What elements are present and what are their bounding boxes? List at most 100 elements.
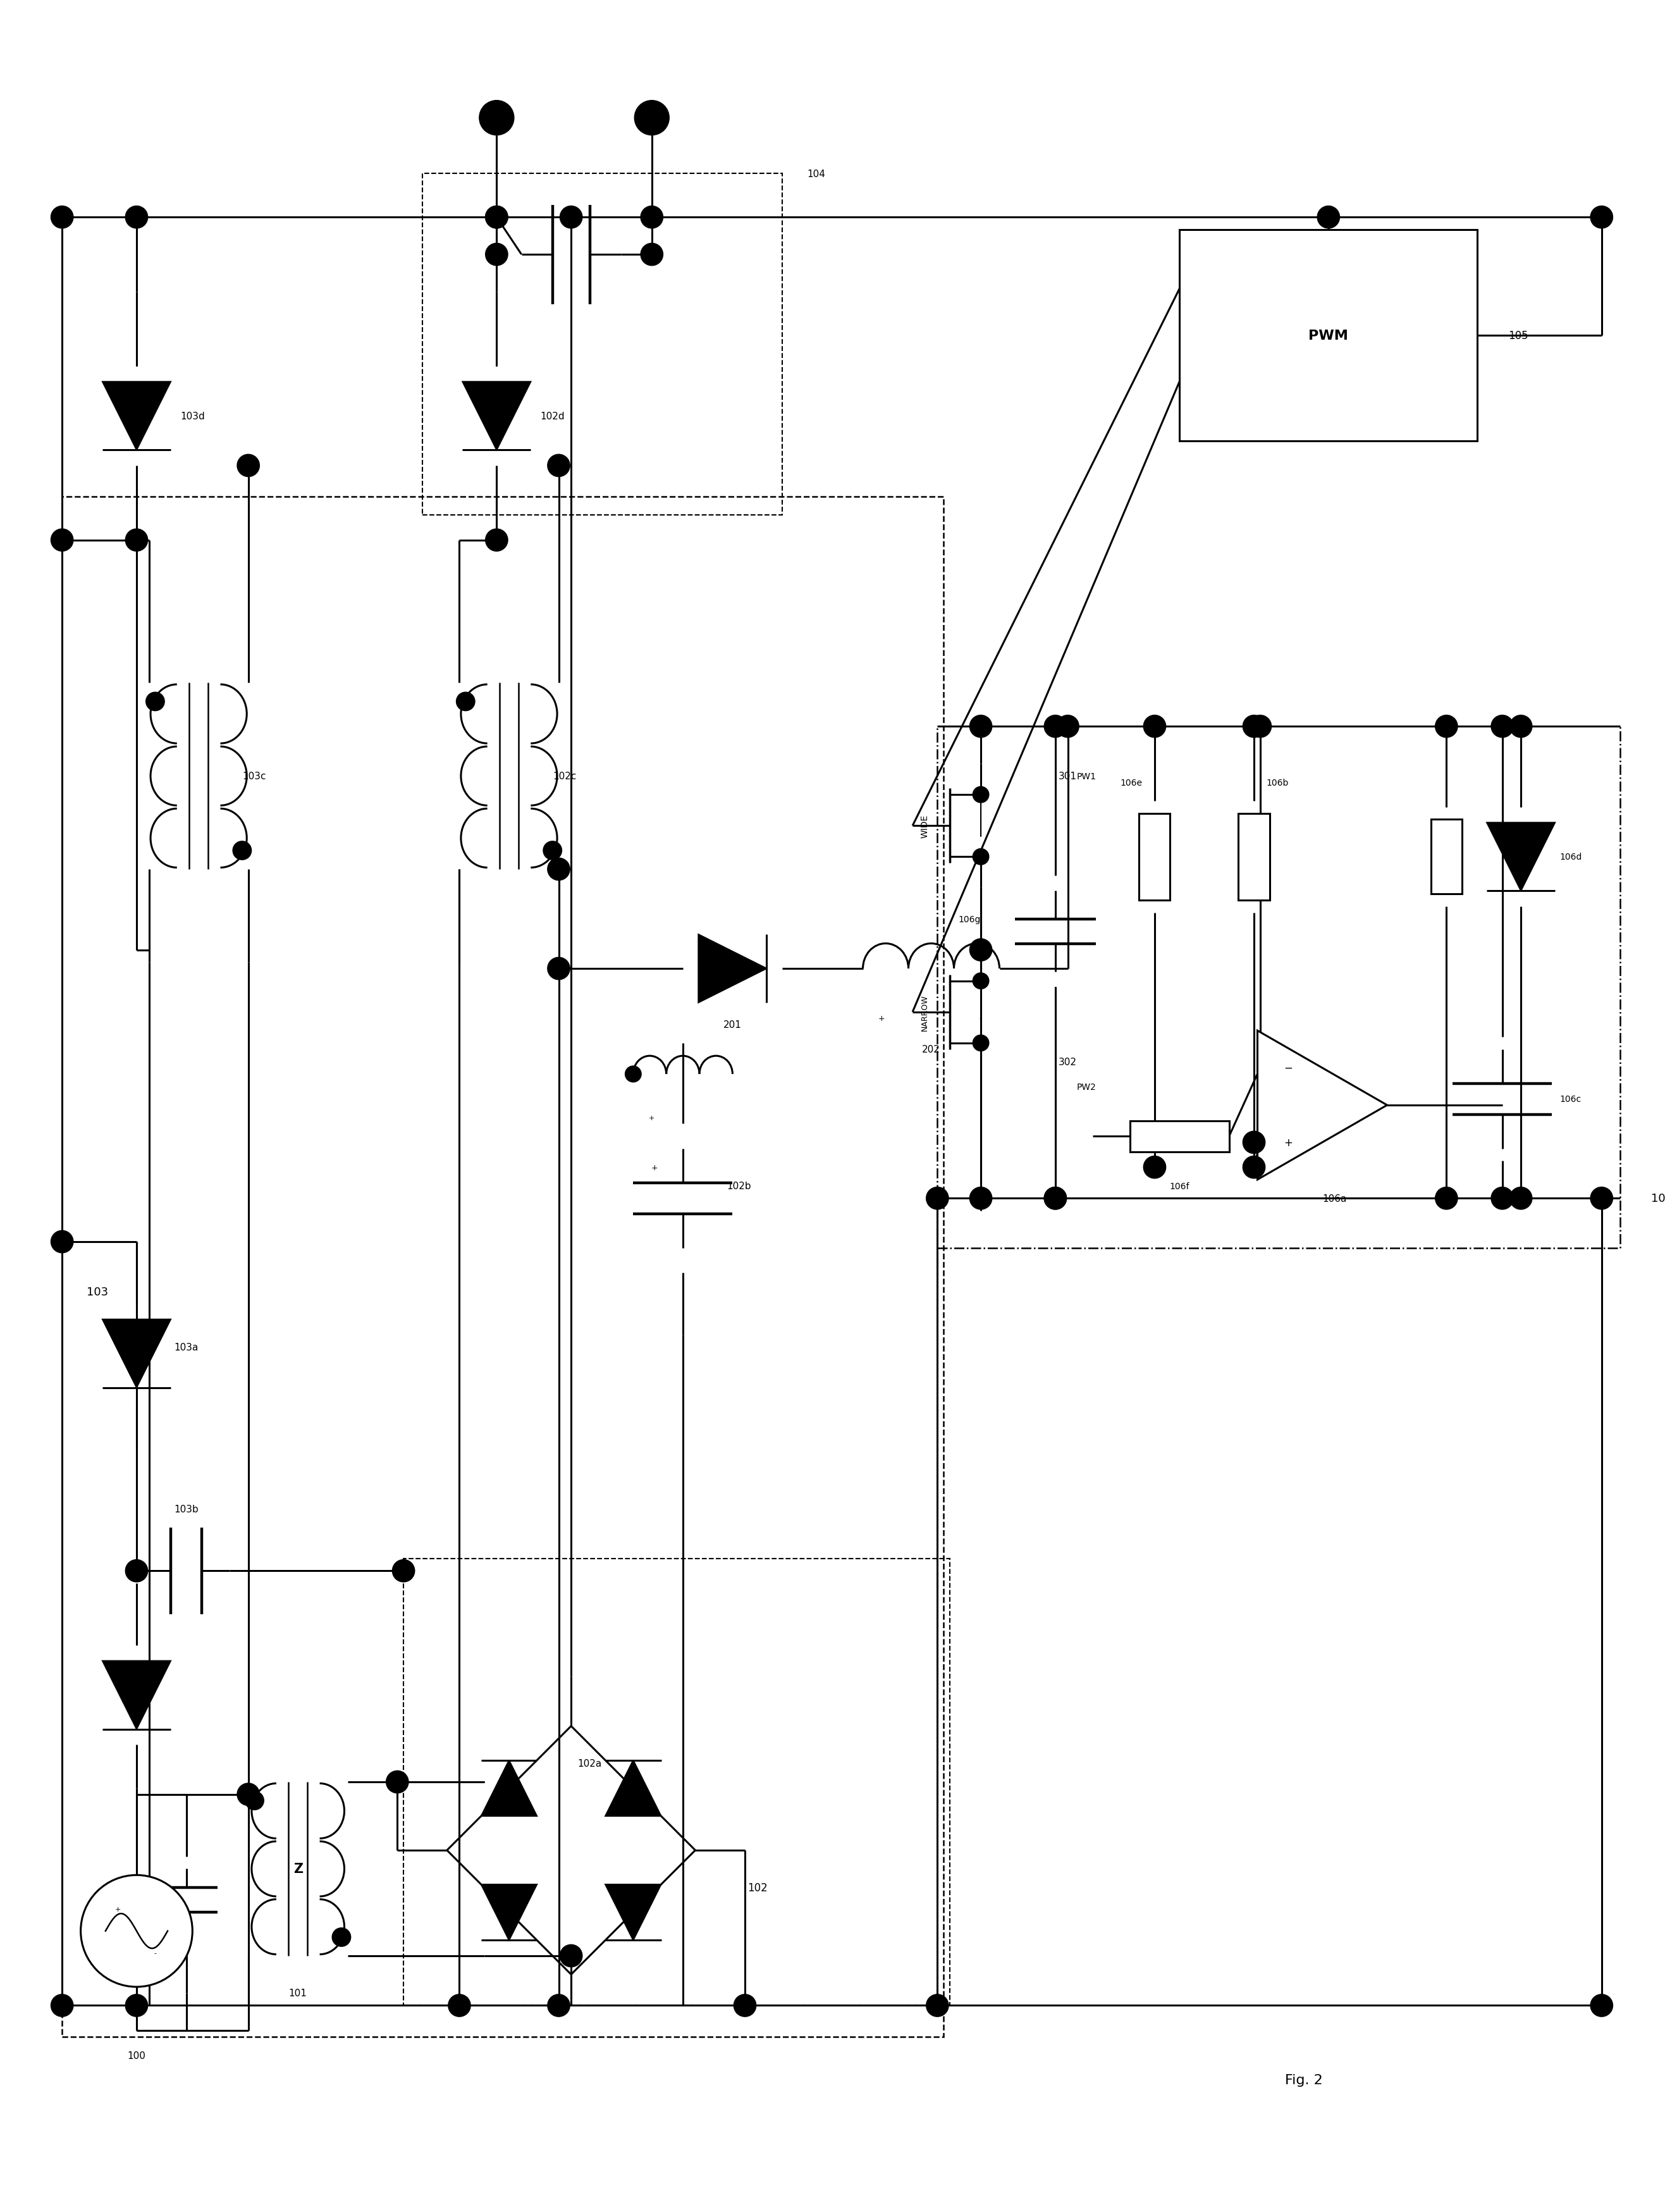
Circle shape [125,1995,148,2017]
Bar [1179,230,1477,440]
Circle shape [734,1995,756,2017]
Text: Fig. 2: Fig. 2 [1285,2073,1322,2086]
Circle shape [1144,714,1166,739]
Text: 201: 201 [723,1020,741,1029]
Circle shape [926,1995,949,2017]
Text: WIDE: WIDE [921,814,929,838]
Text: -: - [979,1015,982,1022]
Bar [1131,1121,1229,1152]
Polygon shape [481,1761,538,1816]
Circle shape [1249,714,1272,739]
Circle shape [1510,714,1532,739]
Polygon shape [103,1661,171,1730]
Circle shape [1242,1133,1265,1155]
Text: 102d: 102d [539,411,564,420]
Circle shape [386,1772,408,1794]
Text: 102a: 102a [578,1759,601,1767]
Circle shape [969,1188,992,1210]
Polygon shape [103,383,171,451]
Text: 102c: 102c [553,772,576,781]
Text: 105: 105 [1508,330,1528,341]
Text: +: + [1284,1137,1294,1148]
Circle shape [1044,1188,1067,1210]
Circle shape [969,940,992,962]
Circle shape [125,529,148,551]
Text: 103a: 103a [175,1343,198,1352]
Bar [1239,814,1269,900]
Text: 104: 104 [808,170,826,179]
Circle shape [52,1995,73,2017]
Circle shape [1590,1995,1613,2017]
Circle shape [624,1066,641,1082]
Text: PW1: PW1 [1077,772,1096,781]
Circle shape [233,841,251,860]
Circle shape [548,858,569,880]
Circle shape [559,1944,583,1966]
Text: 106g: 106g [959,916,981,925]
Circle shape [1144,1157,1166,1179]
Circle shape [125,1559,148,1582]
Polygon shape [481,1885,538,1940]
Circle shape [1510,1188,1532,1210]
Circle shape [245,1792,263,1809]
Circle shape [456,692,475,712]
Bar [1430,821,1462,894]
Polygon shape [463,383,531,451]
Text: 202: 202 [922,1044,941,1055]
Circle shape [641,206,663,228]
Circle shape [52,1230,73,1254]
Circle shape [1242,714,1265,739]
Circle shape [1057,714,1079,739]
Circle shape [972,849,989,865]
Polygon shape [1487,823,1555,891]
Text: 102: 102 [748,1882,768,1893]
Circle shape [634,102,669,135]
Circle shape [1590,206,1613,228]
Text: +: + [651,1164,658,1172]
Polygon shape [1257,1031,1387,1179]
Circle shape [236,1783,260,1805]
Circle shape [486,206,508,228]
Text: 301: 301 [1059,772,1077,781]
Circle shape [969,714,992,739]
Circle shape [641,243,663,265]
Circle shape [480,102,514,135]
Text: 100: 100 [128,2051,147,2059]
Circle shape [486,206,508,228]
Circle shape [486,243,508,265]
Circle shape [972,787,989,803]
Circle shape [52,206,73,228]
Circle shape [548,456,569,478]
Circle shape [80,1876,193,1986]
Circle shape [972,973,989,989]
Circle shape [972,1035,989,1051]
Text: 302: 302 [1059,1057,1077,1066]
Polygon shape [606,1761,661,1816]
Text: 103b: 103b [173,1504,198,1513]
Circle shape [1317,206,1340,228]
Circle shape [125,206,148,228]
Polygon shape [698,936,766,1002]
Text: 102b: 102b [726,1181,751,1190]
Circle shape [236,456,260,478]
Circle shape [1435,1188,1457,1210]
Circle shape [486,529,508,551]
Circle shape [331,1929,351,1947]
Text: 106a: 106a [1322,1194,1347,1203]
Circle shape [1242,1157,1265,1179]
Circle shape [1492,714,1513,739]
Circle shape [1590,1188,1613,1210]
Circle shape [926,1188,949,1210]
Text: 103d: 103d [180,411,205,420]
Text: 103c: 103c [243,772,266,781]
Text: NARROW: NARROW [921,993,929,1031]
Text: PW2: PW2 [1077,1082,1096,1091]
Circle shape [1435,714,1457,739]
Circle shape [448,1995,471,2017]
Text: Z: Z [293,1863,303,1876]
Polygon shape [606,1885,661,1940]
Text: 106: 106 [1652,1192,1665,1203]
Text: +: + [877,1015,884,1022]
Text: 106c: 106c [1560,1095,1582,1104]
Bar [1139,814,1170,900]
